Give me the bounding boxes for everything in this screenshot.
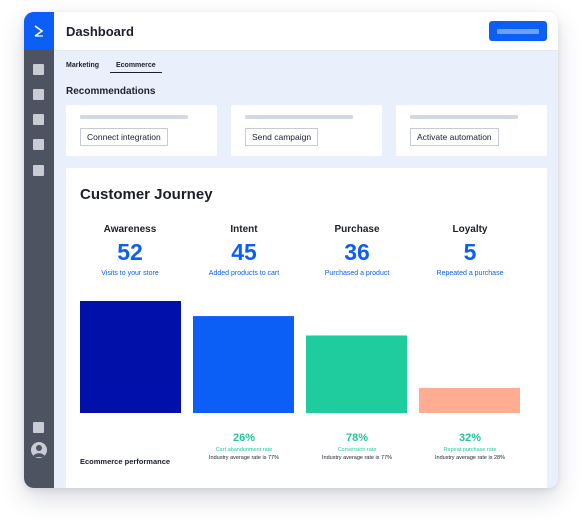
journey-title: Customer Journey [80,186,213,203]
logo[interactable] [24,12,54,50]
metric-percent: 26% [232,432,256,444]
metric-industry-average: Industry average rate is 77% [321,455,392,461]
button-placeholder [497,28,539,34]
nav-item-icon[interactable] [33,89,44,100]
card-placeholder-line [410,115,518,119]
metric-percent: 32% [458,432,482,444]
stage-intent: Intent 45 Added products to cart [188,224,300,277]
metric-name: Conversion rate [337,447,377,453]
customer-journey-panel: Customer Journey Awareness 52 Visits to … [66,168,547,488]
bar-purchase [306,335,407,413]
metric-name: Cart abandonment rate [215,447,273,453]
metric-name: Repeat purchase rate [443,447,497,453]
card-placeholder-line [245,115,353,119]
stage-name: Awareness [103,224,157,235]
bar-intent [193,316,294,413]
stage-name: Purchase [334,224,380,235]
stage-name: Loyalty [452,224,488,235]
metric-percent: 78% [345,432,369,444]
stage-name: Intent [230,224,258,235]
stage-value: 52 [117,239,143,265]
tab-ecommerce[interactable]: Ecommerce [110,62,162,73]
page-title: Dashboard [66,24,134,39]
ecommerce-performance-label: Ecommerce performance [80,457,171,466]
nav-item-icon[interactable] [33,114,44,125]
stage-purchase: Purchase 36 Purchased a product [301,224,413,277]
recommendation-card: Send campaign [231,105,382,156]
recommendations-title: Recommendations [66,86,156,97]
stage-loyalty: Loyalty 5 Repeated a purchase [414,224,526,277]
connect-integration-button[interactable]: Connect integration [80,128,168,146]
primary-action-button[interactable] [489,21,547,41]
sidebar [24,12,54,488]
metric-conversion: 78% Conversion rate Industry average rat… [301,432,413,461]
recommendation-card: Connect integration [66,105,217,156]
stage-value: 36 [344,239,370,265]
metric-repeat-purchase: 32% Repeat purchase rate Industry averag… [414,432,526,461]
stage-value: 5 [463,239,477,265]
stage-value: 45 [231,239,257,265]
nav-item-icon[interactable] [33,64,44,75]
top-bar: Dashboard [54,12,558,51]
metric-cart-abandonment: 26% Cart abandonment rate Industry avera… [188,432,300,461]
metric-industry-average: Industry average rate is 28% [434,455,505,461]
bar-loyalty [419,388,520,413]
stage-description: Repeated a purchase [436,270,504,277]
nav-item-icon[interactable] [33,165,44,176]
user-avatar-icon[interactable] [31,442,47,458]
activate-automation-button[interactable]: Activate automation [410,128,499,146]
stage-description: Purchased a product [324,270,390,277]
metric-industry-average: Industry average rate is 77% [208,455,279,461]
tab-marketing[interactable]: Marketing [66,62,100,69]
stage-description: Added products to cart [208,270,280,277]
funnel-bar-chart [80,301,520,413]
send-campaign-button[interactable]: Send campaign [245,128,319,146]
card-placeholder-line [80,115,188,119]
stage-awareness: Awareness 52 Visits to your store [74,224,186,277]
bar-awareness [80,301,181,413]
stage-description: Visits to your store [101,270,159,277]
settings-icon[interactable] [33,422,44,433]
recommendation-card: Activate automation [396,105,547,156]
app-window: Dashboard Marketing Ecommerce Recommenda… [24,12,558,488]
chevron-right-icon [34,25,44,37]
nav-item-icon[interactable] [33,139,44,150]
